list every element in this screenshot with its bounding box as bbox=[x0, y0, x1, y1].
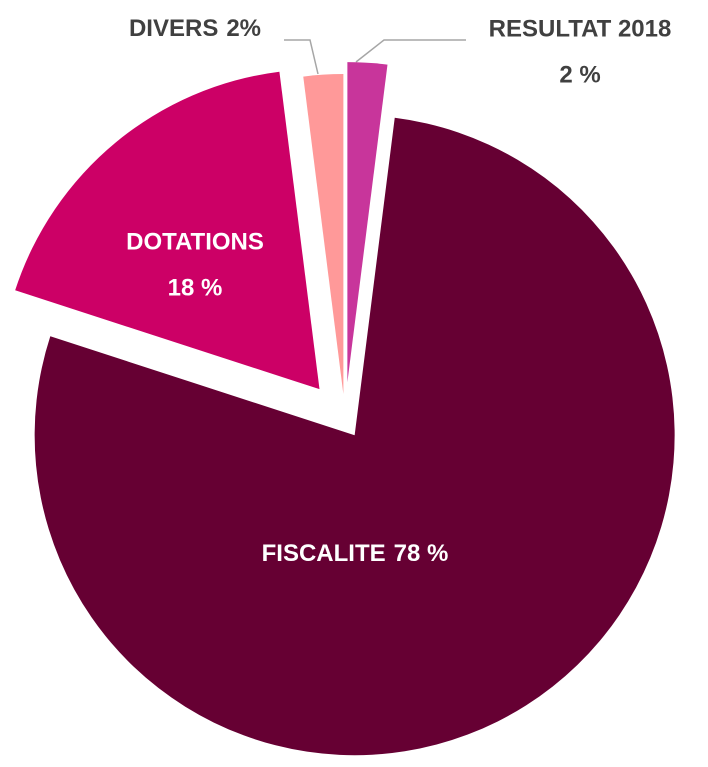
slice-value-label: 78 % bbox=[394, 540, 449, 567]
slice-value-label: 2% bbox=[226, 15, 261, 42]
slice-label: DOTATIONS bbox=[126, 228, 264, 255]
leader-line bbox=[355, 39, 466, 63]
slice-category: FISCALITE bbox=[262, 540, 386, 567]
slice-label: FISCALITE 78 % bbox=[262, 540, 449, 567]
leader-line bbox=[284, 39, 319, 75]
slice-label: RESULTAT 2018 bbox=[489, 15, 672, 42]
slice-category: DIVERS bbox=[129, 15, 218, 42]
pie-slice bbox=[303, 74, 344, 395]
pie-slice bbox=[347, 62, 388, 383]
slice-label: DIVERS 2% bbox=[129, 15, 261, 42]
slice-value-label: 18 % bbox=[168, 274, 223, 301]
pie-slice bbox=[15, 71, 320, 390]
slice-value-label: 2 % bbox=[559, 61, 600, 88]
pie-slice bbox=[34, 117, 675, 756]
